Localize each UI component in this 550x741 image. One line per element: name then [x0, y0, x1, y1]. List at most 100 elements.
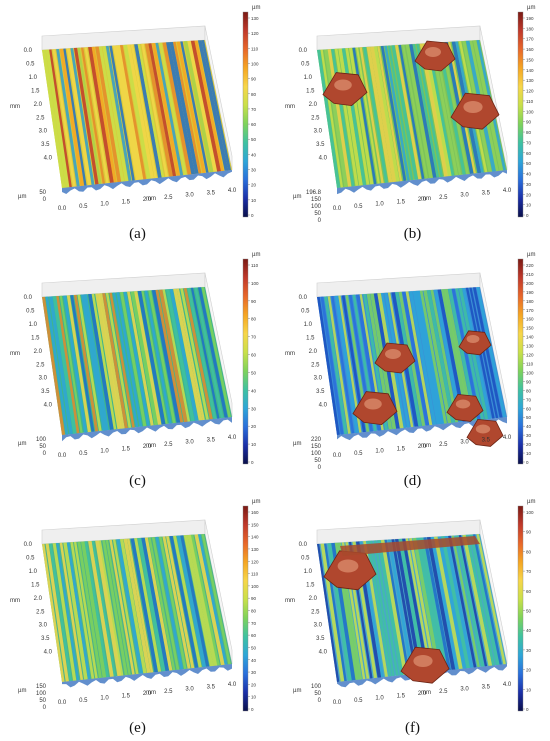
z-tick-label: 150	[311, 444, 322, 450]
surface-ridge	[151, 43, 181, 176]
bottom-tick-label: 1.5	[122, 693, 131, 699]
surface-ridge	[190, 534, 220, 666]
surface-ridge	[91, 540, 117, 677]
surface-ridge	[88, 293, 114, 430]
color-scale-tick: 110	[251, 263, 259, 268]
surface-ridge	[370, 540, 395, 677]
bottom-tick-label: 0.0	[58, 206, 67, 212]
surface-ridge	[73, 47, 99, 185]
left-tick-label: 0.0	[299, 48, 308, 54]
left-tick-label: 2.5	[311, 362, 320, 368]
surface-ridge	[66, 295, 91, 433]
color-scale-tick: 100	[251, 281, 259, 286]
color-scale-tick: 150	[526, 57, 534, 62]
surface-ridge	[433, 289, 463, 423]
color-scale-tick: 30	[251, 670, 257, 675]
surface-ridge	[366, 46, 393, 183]
surface-plot: 0.0 0.5 1.0 1.5 2.0 2.5 3.0 3.5 4.0 mm 0.0 0.5 1.0 1.…	[285, 499, 535, 712]
color-scale-tick: 160	[526, 317, 534, 322]
left-tick-label: 3.0	[39, 129, 48, 135]
surface-ridge	[409, 44, 437, 178]
z-tick-label: 0	[43, 451, 47, 457]
surface-ridge	[155, 536, 184, 670]
bottom-tick-label: 4.0	[228, 188, 237, 194]
surface-ridge	[370, 46, 397, 183]
bottom-tick-label: 2.5	[164, 442, 173, 448]
surface-ridge	[197, 534, 228, 665]
surface-ridge	[119, 45, 147, 180]
color-scale-tick: 60	[251, 122, 257, 127]
left-tick-label: 1.5	[306, 88, 315, 94]
bottom-tick-label: 1.5	[122, 199, 131, 205]
surface-ridge	[102, 293, 128, 429]
color-scale-tick: 100	[526, 370, 534, 375]
color-scale-tick: 170	[526, 308, 534, 313]
surface-ridge	[187, 287, 217, 419]
surface-ridge	[56, 542, 80, 681]
surface-ridge	[409, 291, 437, 425]
color-scale-tick: 70	[526, 397, 532, 402]
bottom-tick-label: 1.0	[375, 449, 384, 455]
side-wall	[204, 272, 233, 418]
surface-ridge	[448, 535, 477, 668]
surface-ridge	[476, 534, 506, 665]
surface-ridge	[158, 536, 187, 670]
color-scale-tick: 170	[526, 37, 534, 42]
surface-ridge	[433, 42, 462, 176]
left-tick-label: 2.5	[311, 609, 320, 615]
bottom-tick-label: 3.0	[460, 440, 469, 446]
color-scale-tick: 70	[526, 569, 532, 574]
surface-ridge	[49, 543, 73, 682]
surface-ridge	[187, 534, 218, 666]
surface-ridge	[42, 49, 66, 189]
surface-ridge	[56, 295, 80, 434]
surface-ridge	[169, 41, 199, 174]
surface-ridge	[391, 45, 418, 180]
color-scale-tick: 100	[251, 61, 259, 66]
bottom-tick-label: 0.5	[354, 698, 363, 704]
bottom-tick-label: 3.5	[207, 190, 216, 196]
color-scale-tick: 40	[526, 628, 532, 633]
left-tick-label: 3.0	[314, 129, 323, 135]
color-scale-tick: 90	[251, 299, 257, 304]
left-tick-label: 1.0	[29, 75, 38, 81]
surface-ridge	[162, 42, 192, 175]
surface-ridge	[59, 542, 84, 681]
z-axis-unit: µm	[18, 441, 26, 447]
left-tick-label: 4.0	[319, 403, 328, 409]
surface-ridge	[169, 535, 199, 668]
surface-ridge	[80, 294, 107, 431]
left-tick-label: 0.0	[24, 48, 33, 54]
color-scale-tick: 0	[251, 213, 254, 218]
surface-ridge	[91, 46, 117, 183]
surface-ridge	[73, 541, 98, 679]
surface-ridge	[444, 288, 474, 421]
surface-ridge	[430, 289, 459, 423]
left-tick-label: 2.0	[309, 596, 318, 602]
bottom-tick-label: 1.5	[397, 199, 406, 205]
color-scale-tick: 40	[251, 388, 257, 393]
left-axis-unit: mm	[285, 104, 295, 110]
surface-ridge	[116, 292, 143, 427]
color-scale-tick: 90	[526, 120, 532, 125]
left-tick-label: 1.0	[29, 569, 38, 575]
color-scale-tick: 80	[251, 92, 257, 97]
color-scale-tick: 10	[526, 203, 532, 208]
surface-ridge	[45, 543, 69, 682]
surface-ridge	[320, 296, 344, 435]
surface-ridge	[320, 49, 344, 188]
surface-ridge	[476, 287, 506, 418]
surface-ridge	[317, 49, 341, 189]
surface-ridge	[423, 290, 452, 424]
surface-ridge	[123, 291, 150, 426]
surface-ridge	[412, 290, 441, 425]
surface-ridge	[63, 48, 87, 186]
surface-ridge	[341, 295, 366, 433]
bottom-tick-label: 3.5	[482, 684, 491, 690]
surface-ridge	[183, 535, 214, 667]
color-scale-tick: 20	[526, 442, 532, 447]
particle-highlight	[466, 335, 480, 343]
left-tick-label: 2.0	[34, 596, 43, 602]
surface-ridge	[173, 41, 202, 174]
color-scale-tick: 30	[526, 182, 532, 187]
